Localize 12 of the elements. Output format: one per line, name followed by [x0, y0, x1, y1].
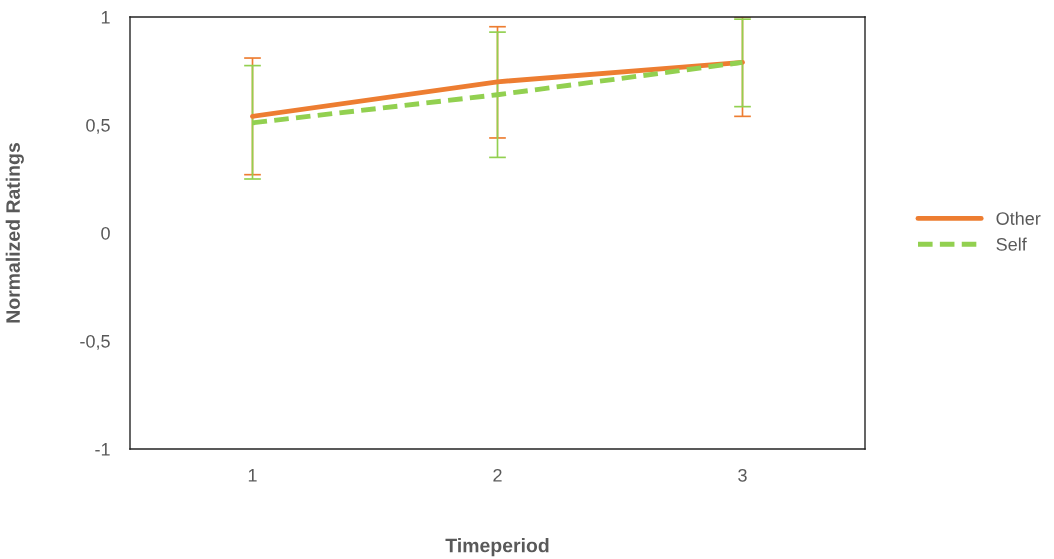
legend-label: Other — [996, 211, 1041, 225]
y-tick-label: 0 — [101, 226, 110, 240]
x-axis-title: Timeperiod — [445, 538, 549, 557]
y-tick-label: 0,5 — [86, 118, 110, 134]
x-tick-label: 2 — [493, 468, 502, 482]
y-tick-label: -0,5 — [80, 334, 110, 350]
legend-label: Self — [996, 237, 1027, 251]
x-tick-label: 1 — [248, 469, 257, 482]
y-axis-title: Normalized Ratings — [5, 143, 24, 323]
y-tick-label: 1 — [101, 11, 110, 24]
y-tick-label: -1 — [95, 443, 110, 456]
x-tick-label: 3 — [738, 468, 747, 482]
